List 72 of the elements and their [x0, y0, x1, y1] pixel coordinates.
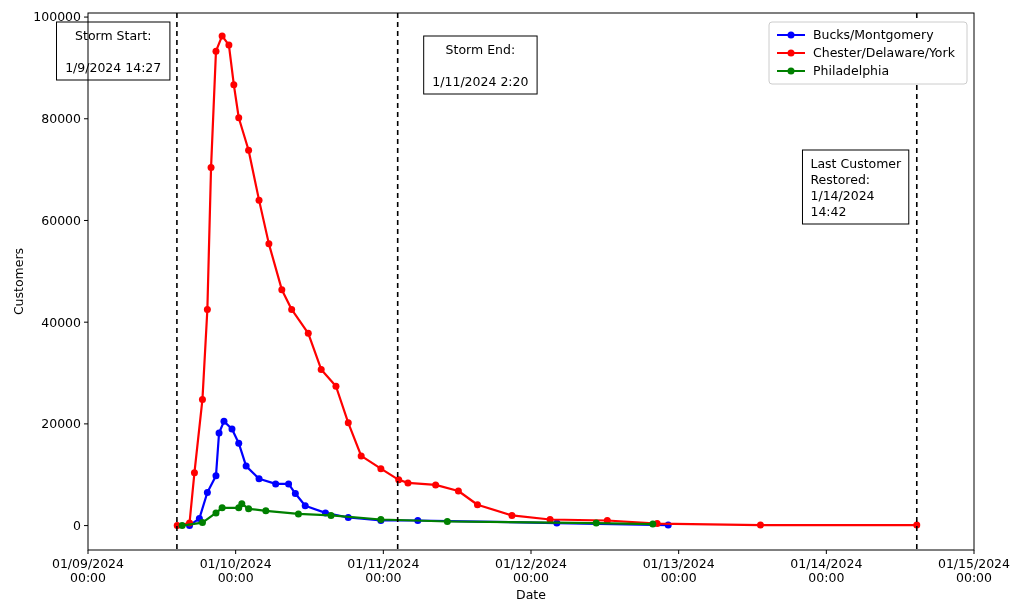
y-tick-label: 20000: [41, 416, 82, 432]
point: [291, 490, 299, 498]
point: [443, 518, 451, 526]
point: [198, 395, 206, 403]
x-axis-title: Date: [516, 587, 547, 602]
y-axis-title: Customers: [11, 247, 26, 316]
point: [395, 476, 403, 484]
point: [235, 114, 243, 122]
point: [212, 509, 220, 517]
point: [317, 365, 325, 373]
x-tick-label: 01/12/2024 00:00: [494, 556, 568, 585]
point: [218, 504, 226, 512]
point: [198, 519, 206, 527]
point: [288, 305, 296, 313]
point: [404, 479, 412, 487]
point: [245, 505, 253, 513]
point: [242, 462, 250, 470]
point: [218, 32, 226, 40]
point: [285, 480, 293, 488]
point: [255, 475, 263, 483]
point: [757, 521, 764, 529]
y-tick-label: 40000: [41, 314, 82, 330]
text: Storm Start: 1/9/2024 14:27: [65, 28, 162, 75]
y-tick-label: 80000: [41, 111, 82, 127]
point: [377, 465, 385, 473]
legend-label: Chester/Delaware/York: [813, 45, 956, 61]
point: [212, 47, 220, 55]
point: [190, 469, 198, 477]
point: [344, 419, 352, 427]
x-tick-label: 01/10/2024 00:00: [199, 556, 272, 585]
legend-label: Philadelphia: [813, 63, 890, 79]
y-tick-label: 100000: [33, 9, 82, 25]
legend-label: Bucks/Montgomery: [813, 27, 935, 43]
point: [357, 452, 365, 460]
point: [327, 511, 335, 519]
point: [215, 429, 223, 437]
point: [294, 510, 302, 518]
point: [255, 196, 263, 204]
text: Storm End: 1/11/2024 2:20: [432, 42, 529, 89]
point: [304, 329, 312, 337]
point: [592, 519, 600, 527]
y-tick-label: 60000: [41, 212, 82, 228]
y-tick-label: 0: [73, 517, 82, 533]
point: [238, 500, 246, 508]
x-tick-label: 01/15/2024 00:00: [937, 556, 1011, 585]
point: [220, 417, 228, 425]
point: [473, 501, 481, 509]
point: [301, 502, 309, 510]
x-tick-label: 01/13/2024 00:00: [642, 556, 715, 585]
point: [178, 522, 186, 530]
point: [508, 511, 516, 519]
point: [265, 240, 273, 248]
point: [432, 481, 440, 489]
ref-line-label: Last Customer Restored: 1/14/2024 14:42: [810, 156, 903, 219]
point: [207, 164, 215, 172]
x-tick-label: 01/14/2024 00:00: [790, 556, 863, 585]
point: [278, 286, 286, 294]
point: [272, 480, 280, 488]
point: [245, 146, 253, 154]
point: [230, 81, 238, 89]
point: [454, 487, 462, 495]
x-tick-label: 01/11/2024 00:00: [347, 556, 420, 585]
point: [225, 41, 233, 49]
x-tick-label: 01/09/2024 00:00: [51, 556, 125, 585]
point: [212, 472, 220, 480]
point: [649, 520, 657, 528]
point: [203, 489, 211, 497]
point: [262, 507, 270, 515]
point: [228, 425, 236, 433]
point: [203, 305, 211, 313]
point: [332, 382, 340, 390]
point: [235, 439, 243, 447]
